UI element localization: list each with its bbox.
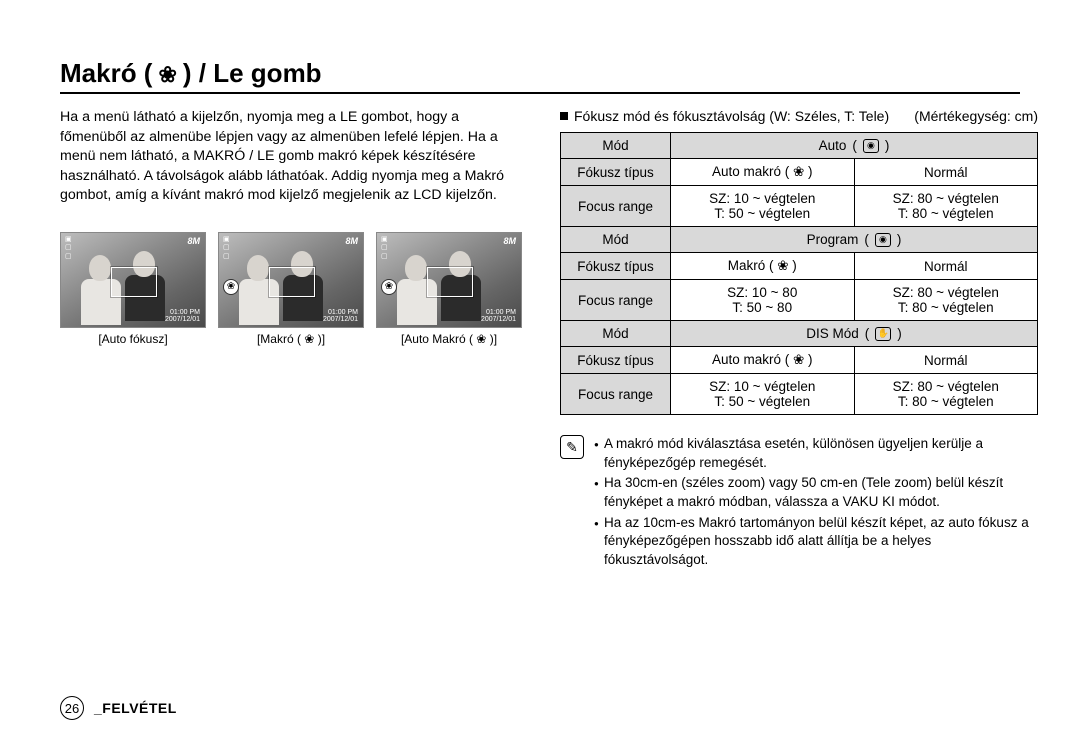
cell-range-b: SZ: 80 ~ végtelenT: 80 ~ végtelen — [854, 374, 1038, 415]
overlay-resolution: 8M — [503, 236, 516, 246]
cell-mode-dis: DIS Mód ( ✋ ) — [671, 321, 1038, 347]
note-item: A makró mód kiválasztása esetén, különös… — [594, 435, 1038, 472]
right-column: Fókusz mód és fókusztávolság (W: Széles,… — [560, 108, 1038, 571]
overlay-date: 2007/12/01 — [481, 316, 516, 323]
cell-type-b: Normál — [854, 159, 1038, 186]
focus-table: Mód Auto ( ◉ ) Fókusz típus Auto makró (… — [560, 132, 1038, 415]
hdr-type: Fókusz típus — [561, 159, 671, 186]
sample-image: ❀ ▣▢▢ 8M 01:00 PM 2007/12/01 — [218, 232, 364, 328]
page-title: Makró ( ❀ ) / Le gomb — [60, 58, 322, 89]
macro-badge-icon: ❀ — [223, 279, 239, 295]
cell-type-b: Normál — [854, 253, 1038, 280]
camera-icon: ◉ — [875, 233, 891, 247]
sample-auto-macro: ❀ ▣▢▢ 8M 01:00 PM 2007/12/01 [Auto Makró… — [376, 232, 522, 348]
table-intro: Fókusz mód és fókusztávolság (W: Széles,… — [560, 108, 1038, 124]
title-post: ) / Le gomb — [183, 58, 322, 89]
sample-auto-focus: ▣▢▢ 8M 01:00 PM 2007/12/01 [Auto fókusz] — [60, 232, 206, 348]
cell-type-a: Makró ( ❀ ) — [671, 253, 855, 280]
overlay-time: 01:00 PM — [170, 309, 200, 316]
page-number: 26 — [60, 696, 84, 720]
title-underline — [60, 92, 1020, 94]
hdr-range: Focus range — [561, 280, 671, 321]
cell-type-a: Auto makró ( ❀ ) — [671, 159, 855, 186]
cell-mode-auto: Auto ( ◉ ) — [671, 133, 1038, 159]
hdr-range: Focus range — [561, 186, 671, 227]
cell-type-a: Auto makró ( ❀ ) — [671, 347, 855, 374]
cell-range-a: SZ: 10 ~ 80T: 50 ~ 80 — [671, 280, 855, 321]
sample-macro: ❀ ▣▢▢ 8M 01:00 PM 2007/12/01 [Makró ( ❀ … — [218, 232, 364, 348]
overlay-date: 2007/12/01 — [165, 316, 200, 323]
cell-range-b: SZ: 80 ~ végtelenT: 80 ~ végtelen — [854, 280, 1038, 321]
sample-image: ▣▢▢ 8M 01:00 PM 2007/12/01 — [60, 232, 206, 328]
camera-icon: ◉ — [863, 139, 879, 153]
cell-range-b: SZ: 80 ~ végtelenT: 80 ~ végtelen — [854, 186, 1038, 227]
overlay-date: 2007/12/01 — [323, 316, 358, 323]
hdr-mode: Mód — [561, 133, 671, 159]
section-label: _FELVÉTEL — [94, 700, 177, 716]
overlay-time: 01:00 PM — [328, 309, 358, 316]
hdr-range: Focus range — [561, 374, 671, 415]
cell-range-a: SZ: 10 ~ végtelenT: 50 ~ végtelen — [671, 186, 855, 227]
overlay-resolution: 8M — [187, 236, 200, 246]
macro-badge-icon: ❀ — [381, 279, 397, 295]
table-intro-left: Fókusz mód és fókusztávolság (W: Széles,… — [574, 108, 889, 124]
title-pre: Makró ( — [60, 58, 152, 89]
sample-caption: [Auto Makró ( ❀ )] — [401, 332, 497, 346]
overlay-resolution: 8M — [345, 236, 358, 246]
sample-caption: [Auto fókusz] — [98, 332, 167, 346]
table-intro-right: (Mértékegység: cm) — [914, 108, 1038, 124]
overlay-time: 01:00 PM — [486, 309, 516, 316]
notes-block: ✎ A makró mód kiválasztása esetén, külön… — [560, 435, 1038, 571]
page-footer: 26 _FELVÉTEL — [60, 696, 177, 720]
note-icon: ✎ — [560, 435, 584, 459]
note-item: Ha az 10cm-es Makró tartományon belül ké… — [594, 514, 1038, 570]
note-item: Ha 30cm-en (széles zoom) vagy 50 cm-en (… — [594, 474, 1038, 511]
hdr-mode: Mód — [561, 321, 671, 347]
hdr-type: Fókusz típus — [561, 253, 671, 280]
dis-icon: ✋ — [875, 327, 891, 341]
cell-range-a: SZ: 10 ~ végtelenT: 50 ~ végtelen — [671, 374, 855, 415]
cell-type-b: Normál — [854, 347, 1038, 374]
intro-text: Ha a menü látható a kijelzőn, nyomja meg… — [60, 108, 528, 206]
left-column: Ha a menü látható a kijelzőn, nyomja meg… — [60, 108, 528, 348]
hdr-type: Fókusz típus — [561, 347, 671, 374]
hdr-mode: Mód — [561, 227, 671, 253]
macro-icon: ❀ — [158, 62, 176, 88]
cell-mode-program: Program ( ◉ ) — [671, 227, 1038, 253]
sample-caption: [Makró ( ❀ )] — [257, 332, 325, 346]
sample-image: ❀ ▣▢▢ 8M 01:00 PM 2007/12/01 — [376, 232, 522, 328]
sample-row: ▣▢▢ 8M 01:00 PM 2007/12/01 [Auto fókusz] — [60, 232, 528, 348]
